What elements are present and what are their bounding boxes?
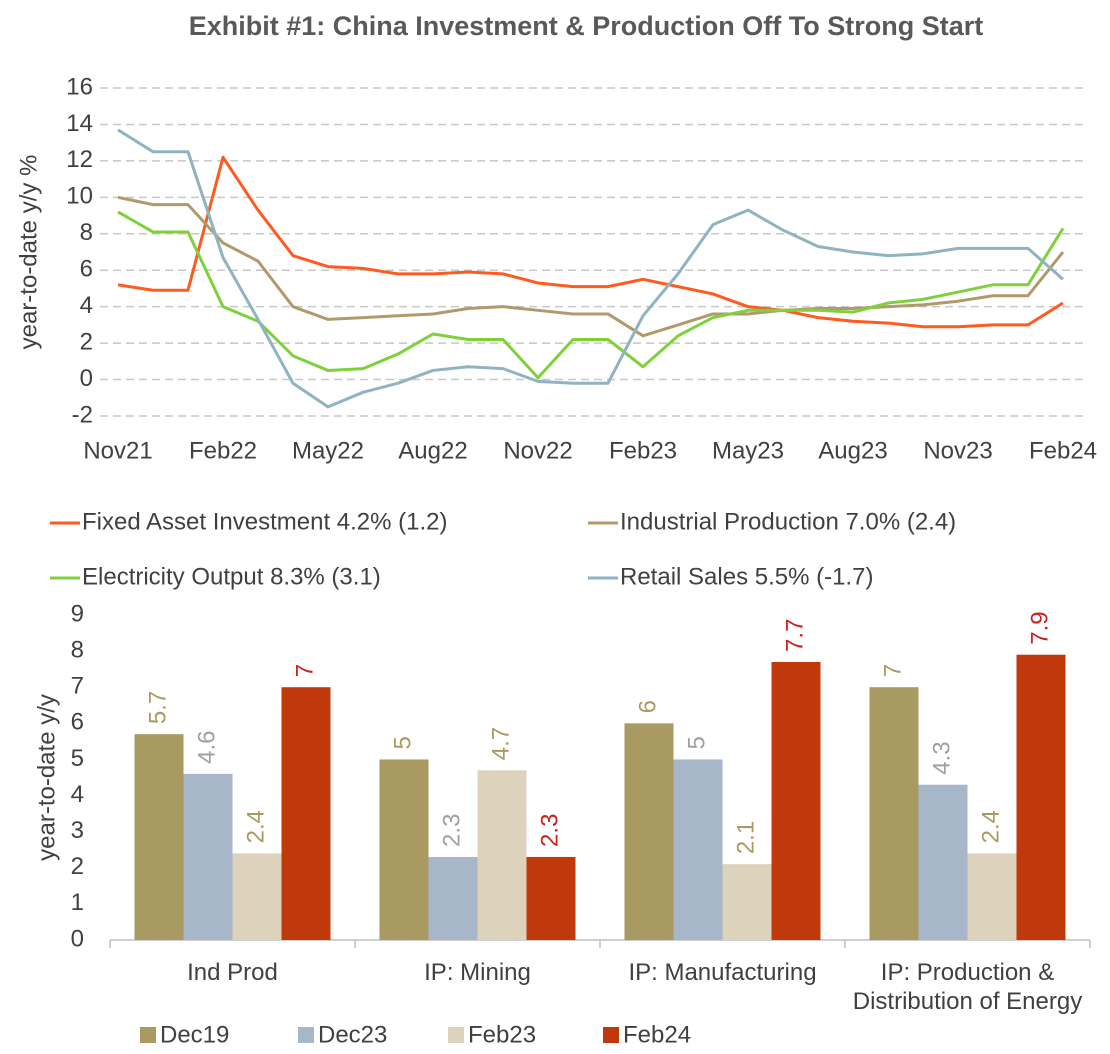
x-tick-label: IP: Mining <box>424 959 531 986</box>
y-axis-title: year-to-date y/y <box>33 694 60 861</box>
data-label: 2.1 <box>732 821 759 854</box>
x-tick-label: May23 <box>712 437 784 464</box>
x-tick-label: IP: Manufacturing <box>628 959 817 986</box>
legend-swatch <box>603 1027 619 1043</box>
legend-label: Fixed Asset Investment 4.2% (1.2) <box>82 508 448 535</box>
bar <box>379 759 429 940</box>
x-tick-label: IP: Production & Distribution of Energy <box>852 959 1083 1015</box>
x-tick-label: May22 <box>292 437 364 464</box>
bar <box>526 856 576 940</box>
legend-swatch <box>298 1027 314 1043</box>
y-tick-label: 9 <box>71 600 84 627</box>
bar <box>967 853 1017 940</box>
data-label: 2.3 <box>536 814 563 847</box>
data-label: 4.3 <box>928 741 955 774</box>
data-label: 7 <box>291 664 318 677</box>
legend-label: Dec23 <box>318 1021 387 1048</box>
data-label: 2.4 <box>977 810 1004 843</box>
legend-label: Electricity Output 8.3% (3.1) <box>82 563 381 590</box>
y-tick-label: 4 <box>71 781 84 808</box>
y-tick-label: 6 <box>80 256 93 283</box>
y-tick-label: 7 <box>71 673 84 700</box>
legend-label: Dec19 <box>160 1021 229 1048</box>
data-label: 2.4 <box>242 810 269 843</box>
data-label: 7.7 <box>781 619 808 652</box>
chart-title: Exhibit #1: China Investment & Productio… <box>189 11 984 41</box>
data-label: 4.6 <box>193 731 220 764</box>
y-tick-label: 4 <box>80 292 93 319</box>
legend-label: Industrial Production 7.0% (2.4) <box>620 508 956 535</box>
x-tick-label: Feb23 <box>609 437 677 464</box>
bar <box>722 864 772 940</box>
bar <box>1016 654 1066 940</box>
bar <box>673 759 723 940</box>
y-tick-label: 0 <box>71 925 84 952</box>
data-label: 5 <box>389 736 416 749</box>
bar <box>428 856 478 940</box>
y-tick-label: 8 <box>80 219 93 246</box>
y-tick-label: 2 <box>71 853 84 880</box>
bar <box>869 687 919 940</box>
data-label: 2.3 <box>438 814 465 847</box>
x-tick-label: Ind Prod <box>187 959 278 986</box>
x-tick-label: Feb24 <box>1029 437 1097 464</box>
legend-label: Feb24 <box>623 1021 691 1048</box>
x-tick-label: Aug22 <box>398 437 467 464</box>
bar <box>134 734 184 940</box>
line-series <box>117 128 1064 409</box>
data-label: 4.7 <box>487 727 514 760</box>
y-tick-label: 6 <box>71 709 84 736</box>
legend-label: Feb23 <box>468 1021 536 1048</box>
line-series <box>117 155 1064 329</box>
data-label: 5 <box>683 736 710 749</box>
x-tick-label: Nov21 <box>83 437 152 464</box>
bar <box>477 770 527 940</box>
line-series <box>117 210 1065 380</box>
y-axis-title: year-to-date y/y % <box>15 155 42 350</box>
y-tick-label: 3 <box>71 817 84 844</box>
y-tick-label: 2 <box>80 328 93 355</box>
data-label: 7 <box>879 664 906 677</box>
y-tick-label: 12 <box>66 146 93 173</box>
y-tick-label: 14 <box>66 110 93 137</box>
data-label: 6 <box>634 700 661 713</box>
data-label: 7.9 <box>1026 611 1053 644</box>
y-tick-label: -2 <box>72 401 93 428</box>
line-series <box>117 195 1065 338</box>
x-tick-label: Nov22 <box>503 437 572 464</box>
bar <box>281 687 331 940</box>
legend-label: Retail Sales 5.5% (-1.7) <box>620 563 873 590</box>
x-tick-label: Nov23 <box>923 437 992 464</box>
legend-swatch <box>140 1027 156 1043</box>
y-tick-label: 0 <box>80 365 93 392</box>
x-tick-label: Feb22 <box>189 437 257 464</box>
y-tick-label: 16 <box>66 73 93 100</box>
y-tick-label: 10 <box>66 183 93 210</box>
bar <box>232 853 282 940</box>
legend-swatch <box>448 1027 464 1043</box>
bar <box>624 723 674 940</box>
data-label: 5.7 <box>144 691 171 724</box>
x-tick-label: Aug23 <box>818 437 887 464</box>
bar <box>918 784 968 940</box>
bar <box>771 661 821 940</box>
y-tick-label: 8 <box>71 636 84 663</box>
y-tick-label: 1 <box>71 889 84 916</box>
y-tick-label: 5 <box>71 745 84 772</box>
bar <box>183 773 233 940</box>
